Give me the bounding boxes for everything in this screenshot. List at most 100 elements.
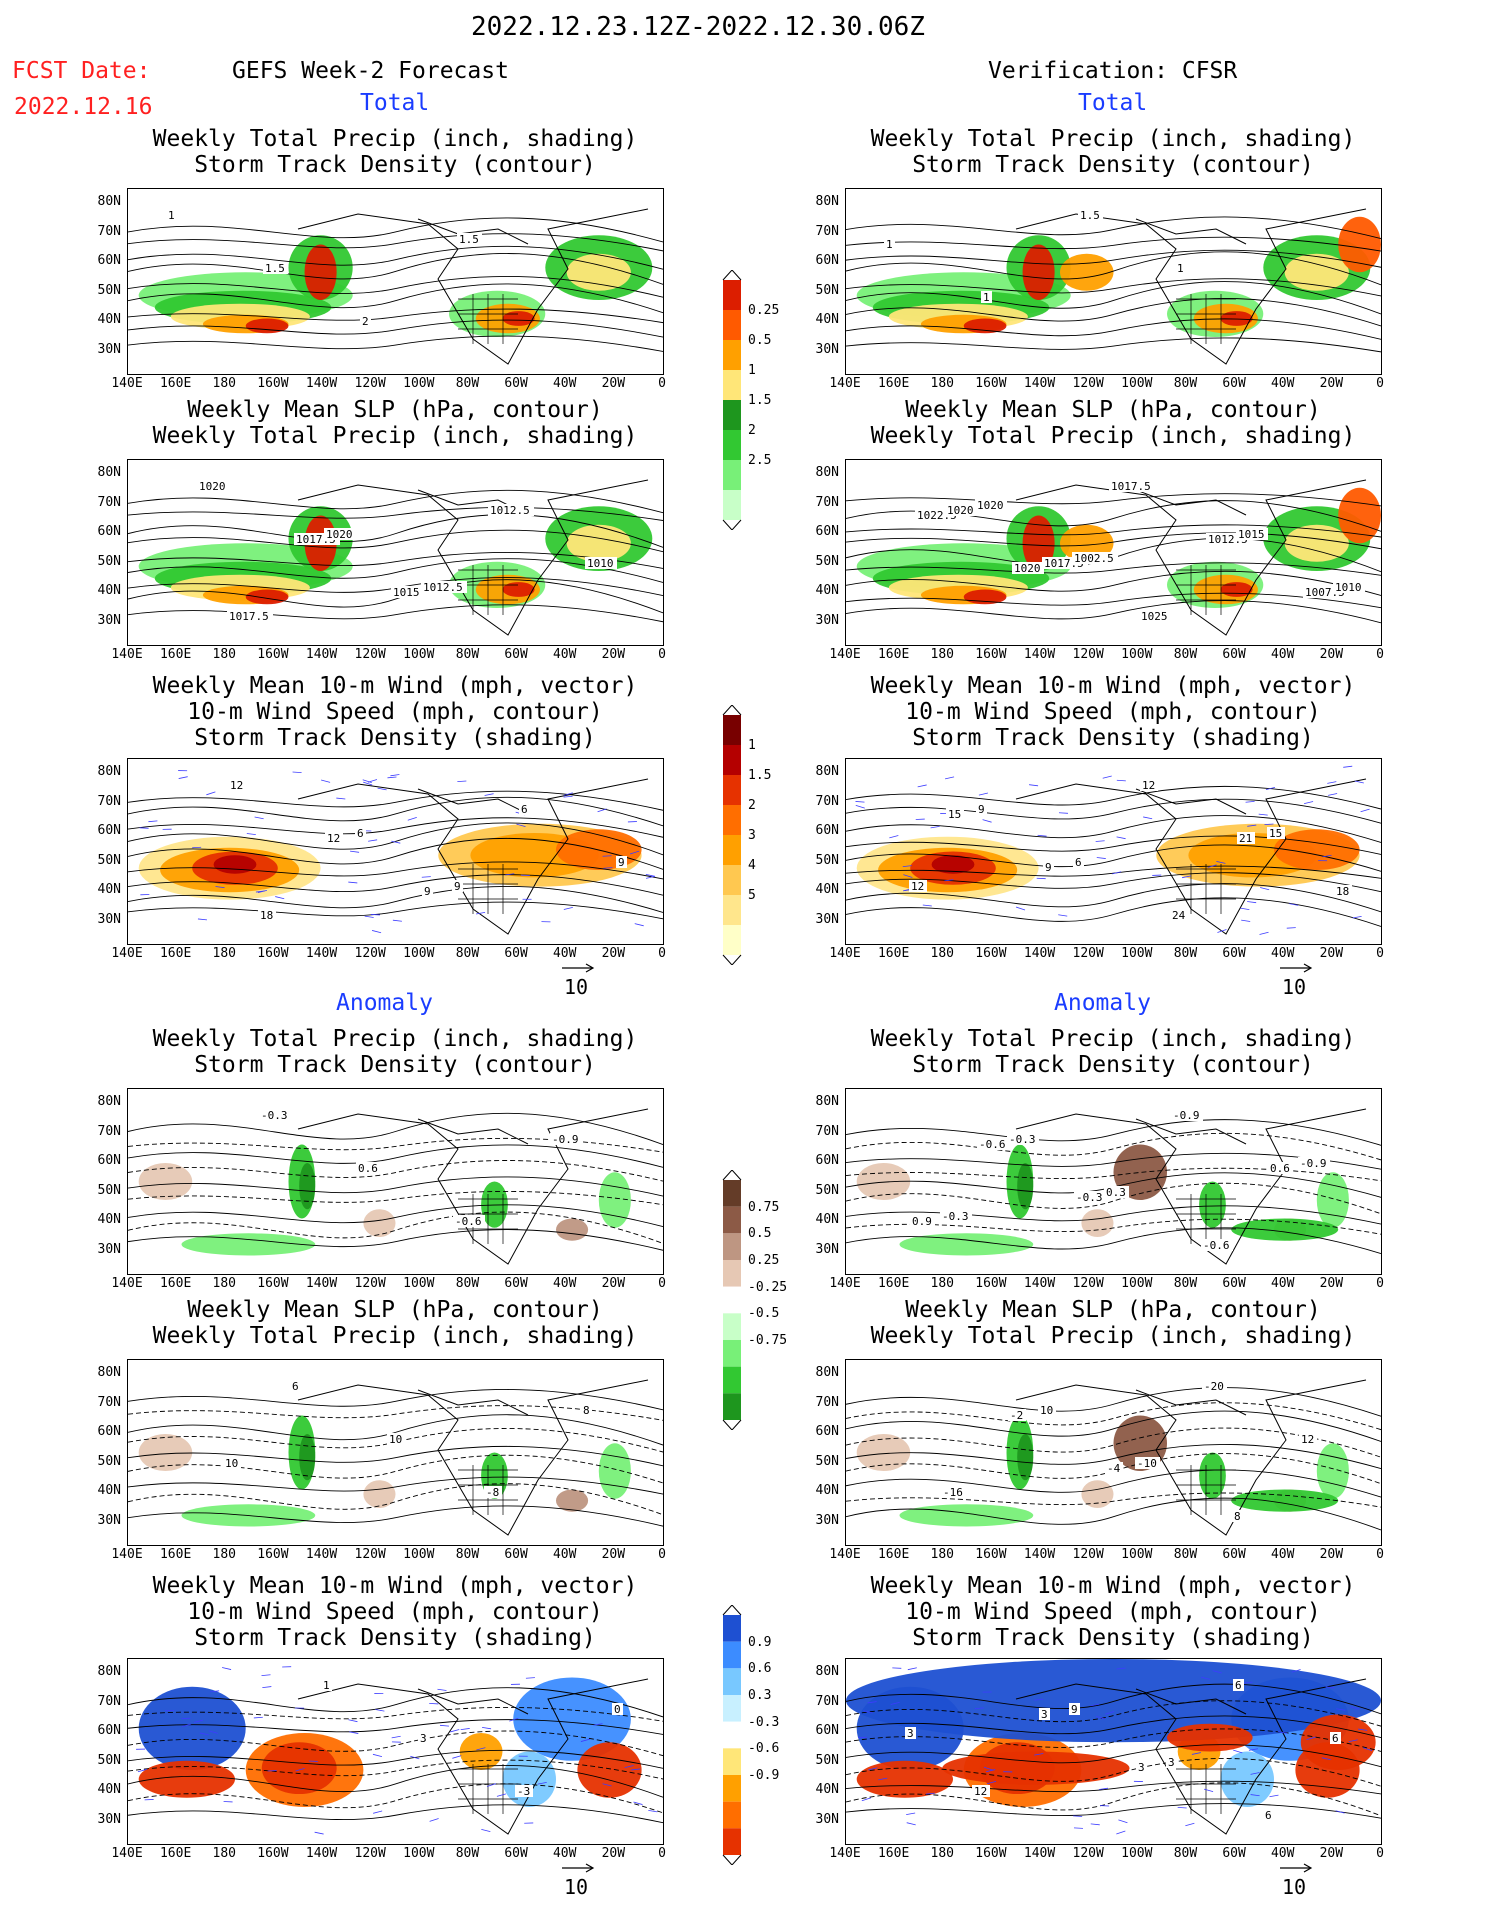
map-panel-right-6[interactable]: 3 3 6 6 12 9 3 6 3 xyxy=(845,1658,1382,1845)
wind-vector xyxy=(1105,1711,1115,1715)
map-panel-right-1[interactable]: 1 1 1.5 1 xyxy=(845,188,1382,375)
wind-vector xyxy=(348,1719,358,1723)
contour-label-bg xyxy=(1333,581,1365,593)
colorbar-label: 0.25 xyxy=(748,1253,780,1268)
lat-tick-label: 50N xyxy=(815,1752,839,1768)
lat-tick-label: 40N xyxy=(815,312,839,327)
map-panel-left-6[interactable]: 1 3 -3 0 xyxy=(127,1658,664,1845)
map-panel-left-3[interactable]: 12 12 9 6 9 18 6 9 xyxy=(127,758,664,945)
wind-vector xyxy=(364,915,374,918)
lon-tick-label: 0 xyxy=(1376,946,1384,961)
contour-line xyxy=(846,1700,1381,1727)
lat-tick-label: 30N xyxy=(97,1811,121,1827)
shading-region xyxy=(1284,253,1349,291)
map-panel-right-3[interactable]: 15 9 12 21 18 9 6 24 15 12 xyxy=(845,758,1382,945)
contour-label-bg xyxy=(1171,1109,1203,1121)
lat-tick-label: 40N xyxy=(815,1212,839,1227)
wind-vector xyxy=(475,911,486,915)
contour-label: 18 xyxy=(1336,885,1349,898)
wind-vector xyxy=(1207,864,1217,868)
wind-vector xyxy=(902,865,912,868)
colorbar-label: 1 xyxy=(748,738,756,753)
map-panel-right-5[interactable]: -2 -4 -20 12 -16 10 -10 8 xyxy=(845,1359,1382,1546)
right-anomaly-label: Anomaly xyxy=(1054,990,1151,1016)
shading-region xyxy=(1199,1452,1226,1499)
map-panel-left-1[interactable]: 1 1.5 2 1.5 xyxy=(127,188,664,375)
reference-vector: 10 xyxy=(1278,960,1318,1005)
lat-tick-label: 70N xyxy=(815,223,839,239)
map-panel-left-4[interactable]: -0.3 0.6 -0.6 -0.9 xyxy=(127,1088,664,1275)
lon-tick-label: 100W xyxy=(1121,376,1153,391)
contour-label-bg xyxy=(166,209,177,221)
wind-vector xyxy=(371,930,382,934)
lat-tick-label: 60N xyxy=(97,1723,121,1738)
map-panel-right-2[interactable]: 1022.5 1020 1017.5 1012.5 1007.5 1020 1017.5 10… xyxy=(845,459,1382,646)
left-anomaly-label: Anomaly xyxy=(336,990,433,1016)
wind-vector xyxy=(1203,1788,1214,1792)
fcst-date-value: 2022.12.16 xyxy=(14,94,153,120)
lat-tick-label: 70N xyxy=(815,793,839,809)
lat-tick-label: 40N xyxy=(815,1782,839,1797)
wind-vector xyxy=(390,774,400,777)
wind-vector xyxy=(1325,1686,1335,1689)
contour-line xyxy=(846,281,1381,315)
lon-tick-label: 0 xyxy=(658,376,666,391)
wind-vector xyxy=(392,919,402,922)
wind-vector xyxy=(630,850,640,855)
contour-line xyxy=(128,1160,663,1182)
colorbar-swatch xyxy=(723,1775,741,1802)
reference-arrow-icon: 10 xyxy=(1280,963,1313,999)
colorbar-precip-total xyxy=(722,269,742,531)
reference-vector: 10 xyxy=(1278,1860,1318,1905)
wind-vector xyxy=(197,918,207,921)
lat-tick-label: 60N xyxy=(97,823,121,838)
contour-label: 3 xyxy=(907,1727,914,1740)
contour-line xyxy=(128,1191,663,1206)
lon-tick-label: 180 xyxy=(212,647,236,662)
contour-label-bg xyxy=(391,586,423,598)
left-column-header: GEFS Week-2 Forecast xyxy=(232,58,509,84)
contour-label: 8 xyxy=(583,1404,590,1417)
lon-tick-label: 80W xyxy=(1173,376,1198,391)
wind-vector xyxy=(1247,824,1257,827)
contour-label-bg xyxy=(360,315,371,327)
wind-vector xyxy=(1264,823,1274,826)
wind-vector xyxy=(1116,836,1126,840)
contour-label-bg xyxy=(1136,1761,1147,1773)
map-panel-left-5[interactable]: 6 10 -8 8 10 xyxy=(127,1359,664,1546)
colorbar-label: -0.6 xyxy=(748,1741,780,1757)
wind-vector xyxy=(1352,915,1362,919)
wind-vector xyxy=(1321,1757,1331,1761)
contour-label-bg xyxy=(612,1703,623,1715)
colorbar-swatch xyxy=(723,745,741,775)
map-panel-right-4[interactable]: -0.6 -0.3 -0.9 0.6 0.9 -0.3 0.3 -0.6 -0.9 -0.3 xyxy=(845,1088,1382,1275)
lat-tick-label: 30N xyxy=(97,341,121,357)
shading-region xyxy=(304,244,337,300)
lon-tick-label: 160E xyxy=(159,376,192,391)
contour-line xyxy=(128,1719,663,1735)
contour-label-bg xyxy=(1202,1380,1227,1392)
panel-title-left-6: Weekly Mean 10-m Wind (mph, vector) 10-m… xyxy=(152,1573,638,1651)
lon-tick-label: 140W xyxy=(1023,1276,1056,1291)
shading-region xyxy=(942,1751,1130,1785)
state-borders xyxy=(1176,565,1236,615)
colorbar-swatch xyxy=(723,715,741,745)
lon-tick-label: 140W xyxy=(305,376,338,391)
lat-tick-label: 60N xyxy=(97,253,121,268)
contour-label-bg xyxy=(1104,1186,1129,1198)
map-plot-right-1: 111.51 xyxy=(846,208,1381,365)
lat-tick-label: 50N xyxy=(815,852,839,868)
contour-line xyxy=(128,551,663,569)
contour-label: 9 xyxy=(454,880,461,893)
lat-tick-label: 80N xyxy=(815,764,839,779)
contour-line xyxy=(128,1687,663,1718)
wind-vector xyxy=(1306,1736,1316,1741)
shading-region xyxy=(556,1489,589,1512)
contour-line xyxy=(128,1505,663,1527)
contour-label: 12 xyxy=(911,880,924,893)
wind-vector xyxy=(222,1667,232,1670)
lon-tick-label: 140W xyxy=(1023,946,1056,961)
map-panel-left-2[interactable]: 1020 1017.5 1015 1012.5 1010 1017.5 1020 1012.5 xyxy=(127,459,664,646)
wind-vector xyxy=(215,886,225,889)
contour-label: -0.9 xyxy=(1173,1109,1200,1122)
